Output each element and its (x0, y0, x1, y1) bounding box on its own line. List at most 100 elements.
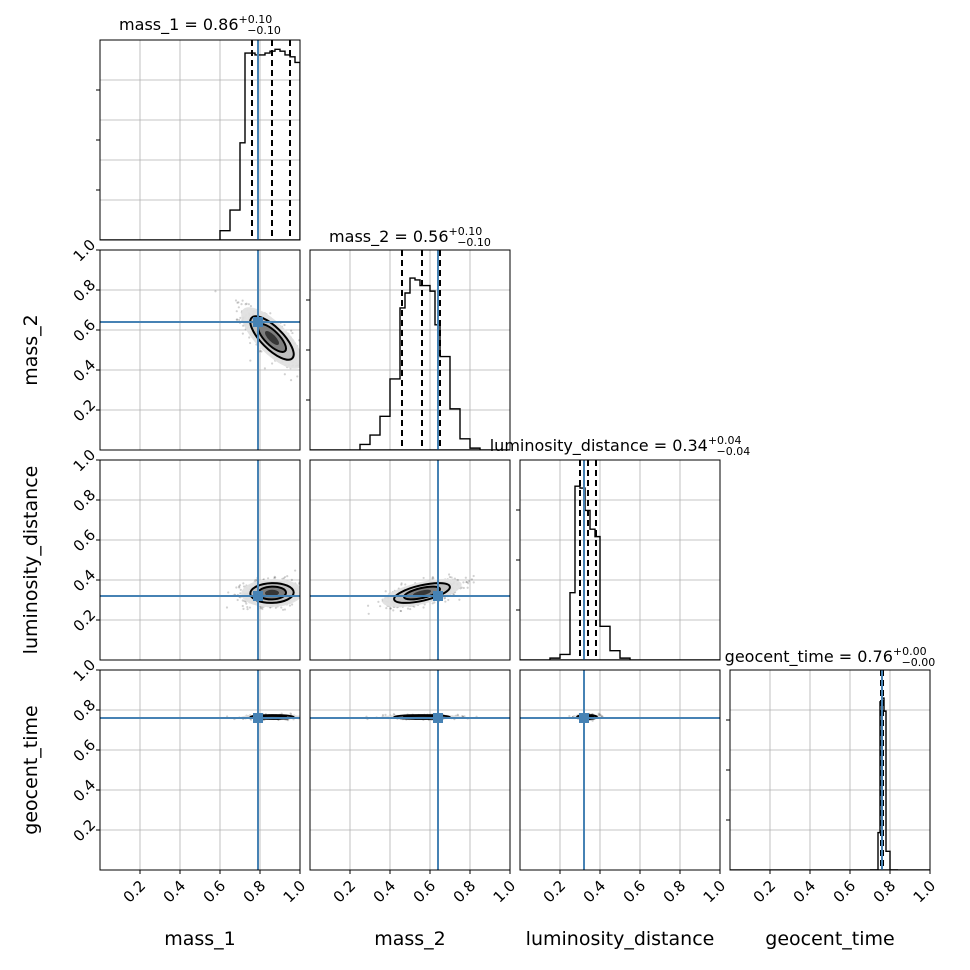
sample-point (303, 360, 305, 362)
x-tick-label: 0.8 (660, 877, 690, 907)
sample-point (389, 607, 393, 610)
sample-point (302, 591, 304, 593)
contour-0 (249, 582, 295, 604)
sample-point (241, 332, 244, 335)
truth-marker (253, 591, 263, 601)
sample-point (280, 712, 283, 715)
sample-point (304, 716, 306, 718)
y-tick-label: 0.2 (70, 606, 100, 636)
sample-point (465, 580, 469, 584)
sample-point (280, 606, 283, 609)
sample-point (239, 316, 242, 319)
sample-point (273, 577, 276, 580)
sample-point (423, 603, 426, 606)
sample-point (385, 607, 388, 610)
sample-point (300, 715, 302, 717)
x-tick-label: 0.6 (620, 877, 650, 907)
sample-point (448, 576, 452, 579)
truth-marker (253, 713, 263, 723)
y-tick-label: 1.0 (70, 656, 100, 686)
x-tick-label: 0.4 (580, 877, 610, 907)
sample-point (273, 575, 276, 578)
sample-point (302, 589, 304, 591)
sample-point (307, 717, 309, 719)
truth-marker (433, 591, 443, 601)
sample-point (432, 577, 435, 580)
density-level-3 (264, 330, 279, 345)
y-tick-label: 1.0 (70, 236, 100, 266)
x-tick-label: 0.2 (750, 877, 780, 907)
sample-point (404, 583, 407, 586)
sample-point (389, 607, 392, 610)
sample-point (254, 579, 257, 582)
x-tick-label: 0.8 (450, 877, 480, 907)
sample-point (243, 599, 246, 603)
panel-frame (99, 249, 301, 451)
histogram-luminosity_distance (549, 485, 631, 660)
sample-point (236, 598, 239, 602)
sample-point (289, 379, 293, 382)
sample-point (422, 606, 425, 609)
panel-mass_2-mass_2 (306, 249, 511, 451)
y-tick-label: 0.6 (70, 526, 100, 556)
panel-frame (99, 669, 301, 871)
sample-point (225, 715, 229, 718)
sample-point (238, 318, 241, 322)
panel-frame (99, 459, 301, 661)
histogram-mass_2 (359, 277, 481, 450)
histogram-group (100, 40, 300, 240)
sample-point (456, 713, 459, 716)
sample-point (235, 586, 238, 589)
sample-point (413, 605, 416, 608)
sample-point (399, 609, 402, 613)
sample-point (244, 303, 247, 306)
contour-0 (249, 315, 295, 361)
sample-point (263, 367, 267, 370)
sample-point (463, 715, 466, 718)
histogram-group (730, 670, 930, 870)
sample-point (235, 318, 238, 321)
sample-point (464, 576, 467, 579)
sample-point (294, 569, 297, 572)
sample-point (249, 305, 253, 308)
sample-point (400, 583, 403, 586)
sample-point (462, 581, 465, 584)
x-tick-label: 1.0 (280, 877, 310, 907)
sample-point (302, 365, 304, 367)
y-axis-label-mass-2: mass_2 (20, 314, 42, 386)
sample-point (283, 323, 286, 327)
sample-point (465, 580, 468, 584)
sample-point (301, 716, 303, 718)
x-tick-label: 0.2 (330, 877, 360, 907)
sample-point (242, 582, 245, 585)
density-group (100, 670, 309, 870)
sample-point (591, 719, 594, 722)
sample-point (466, 586, 469, 589)
y-tick-label: 0.6 (70, 736, 100, 766)
panel-frame (729, 669, 931, 871)
x-tick-label: 1.0 (490, 877, 520, 907)
sample-point (400, 582, 403, 585)
sample-point (260, 606, 264, 609)
x-axis-label-mass-1: mass_1 (164, 928, 236, 950)
sample-point (281, 608, 285, 611)
sample-point (248, 341, 252, 345)
sample-point (241, 604, 244, 608)
x-tick-label: 0.2 (540, 877, 570, 907)
sample-point (237, 306, 240, 309)
panel-frame (309, 249, 511, 451)
sample-point (316, 588, 318, 590)
sample-point (290, 578, 293, 581)
sample-point (282, 577, 286, 580)
sample-point (261, 607, 264, 611)
sample-point (260, 350, 263, 353)
sample-point (274, 606, 277, 609)
x-tick-label: 0.4 (790, 877, 820, 907)
sample-point (300, 359, 302, 361)
sample-point (472, 581, 475, 584)
panel-frame (519, 459, 721, 661)
sample-point (266, 577, 270, 580)
sample-point (384, 590, 387, 593)
sample-point (377, 600, 380, 603)
